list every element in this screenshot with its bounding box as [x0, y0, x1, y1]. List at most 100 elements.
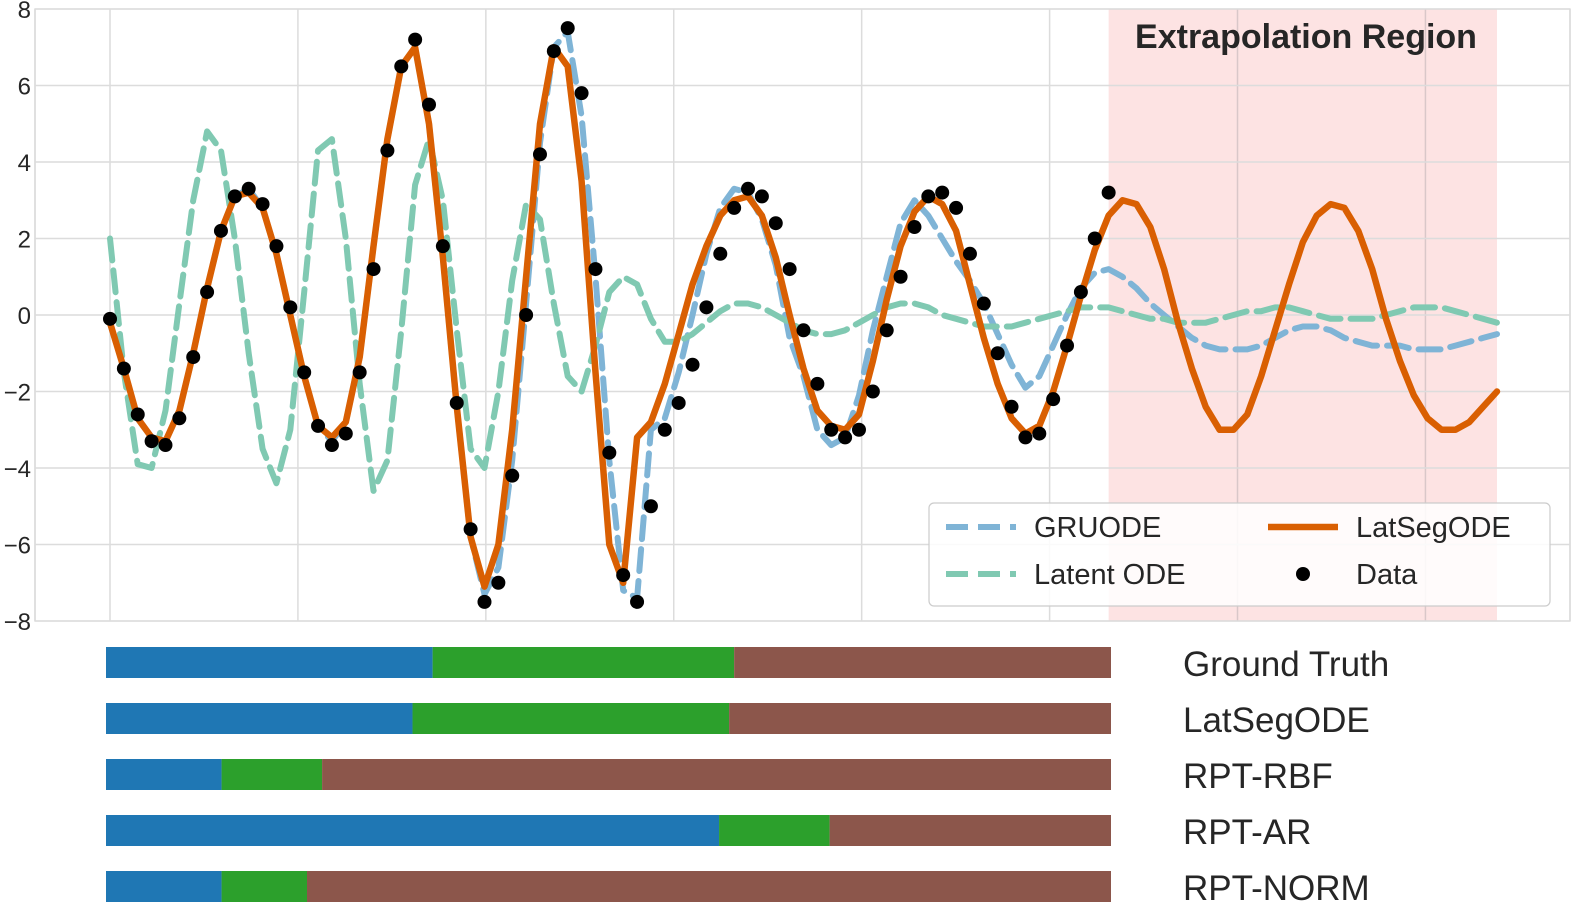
- legend-label: GRUODE: [1034, 512, 1161, 544]
- data-points: [103, 21, 1116, 609]
- data-point: [532, 147, 547, 162]
- data-point: [477, 594, 492, 609]
- y-tick-label: 8: [18, 0, 31, 24]
- segment-row-label: Ground Truth: [1183, 645, 1389, 684]
- data-point: [643, 499, 658, 514]
- y-tick-label: −8: [4, 609, 31, 636]
- data-point: [810, 376, 825, 391]
- data-point: [519, 308, 534, 322]
- segment-bar: [106, 647, 433, 678]
- data-point: [879, 323, 894, 338]
- segment-bar: [412, 703, 730, 734]
- data-point: [338, 426, 353, 441]
- segment-bar: [432, 647, 735, 678]
- segment-row-label: RPT-RBF: [1183, 757, 1333, 796]
- segment-bar: [106, 759, 222, 790]
- segment-bar: [729, 703, 1111, 734]
- data-point: [1004, 399, 1019, 414]
- segment-bar: [106, 815, 720, 846]
- segment-row-label: LatSegODE: [1183, 701, 1370, 740]
- legend-box: [928, 502, 1551, 607]
- data-point: [200, 285, 215, 300]
- segment-bar: [221, 759, 323, 790]
- data-point: [741, 181, 756, 196]
- data-point: [269, 239, 284, 254]
- y-tick-label: 0: [18, 303, 31, 330]
- data-point: [935, 185, 950, 200]
- data-point: [1018, 430, 1033, 445]
- extrapolation-region-label: Extrapolation Region: [1135, 18, 1477, 56]
- data-point: [130, 407, 145, 422]
- data-point: [754, 189, 769, 204]
- data-point: [491, 575, 506, 590]
- data-point: [255, 197, 270, 212]
- data-point: [768, 216, 783, 231]
- segment-bar: [829, 815, 1111, 846]
- data-point: [1046, 392, 1061, 407]
- data-point: [186, 350, 201, 365]
- legend-label: LatSegODE: [1356, 512, 1511, 544]
- data-point: [990, 346, 1005, 361]
- data-point: [158, 438, 173, 453]
- data-point: [699, 300, 714, 315]
- data-point: [1101, 185, 1116, 200]
- data-point: [560, 21, 575, 36]
- y-tick-label: −4: [4, 456, 31, 483]
- segment-bar: [322, 759, 1111, 790]
- data-point: [394, 59, 409, 74]
- segment-bar: [307, 871, 1111, 902]
- data-point: [657, 422, 672, 437]
- data-point: [713, 246, 728, 261]
- data-point: [588, 262, 603, 277]
- data-point: [546, 44, 561, 59]
- segmentation-bars: Ground Truth LatSegODE RPT-RBF RPT-AR RPT-NO…: [106, 645, 1389, 908]
- data-point: [976, 296, 991, 311]
- y-tick-label: −6: [4, 533, 31, 560]
- data-point: [283, 300, 298, 315]
- data-point: [1073, 285, 1088, 300]
- data-point: [782, 262, 797, 277]
- data-point: [103, 311, 117, 326]
- segment-row-label: RPT-AR: [1183, 813, 1311, 852]
- data-point: [213, 223, 228, 238]
- data-point: [838, 430, 853, 445]
- y-tick-label: 2: [18, 227, 31, 254]
- data-point: [1032, 426, 1047, 441]
- data-point: [241, 181, 256, 196]
- segment-bar: [106, 871, 222, 902]
- data-point: [907, 220, 922, 235]
- data-point: [380, 143, 395, 158]
- data-point: [616, 568, 631, 583]
- y-tick-label: 4: [18, 150, 31, 177]
- data-point: [602, 445, 617, 460]
- data-point: [630, 594, 645, 609]
- data-point: [962, 246, 977, 261]
- data-point: [851, 422, 866, 437]
- data-point: [408, 32, 423, 47]
- data-point: [463, 522, 478, 537]
- data-point: [921, 189, 936, 204]
- data-point: [865, 384, 880, 399]
- data-point: [671, 395, 686, 410]
- segment-bar: [734, 647, 1111, 678]
- data-point: [297, 365, 312, 380]
- data-point: [893, 269, 908, 284]
- data-point: [1060, 338, 1075, 353]
- data-point: [796, 323, 811, 338]
- data-point: [116, 361, 131, 376]
- data-point: [144, 434, 159, 449]
- data-point: [366, 262, 381, 277]
- legend: GRUODE LatSegODE Latent ODE Data: [928, 502, 1551, 607]
- y-tick-label: 6: [18, 74, 31, 101]
- segment-bar: [221, 871, 307, 902]
- legend-label: Data: [1356, 559, 1418, 591]
- legend-label: Latent ODE: [1034, 559, 1186, 591]
- data-point: [227, 189, 242, 204]
- data-point: [824, 422, 839, 437]
- data-point: [1087, 231, 1102, 246]
- data-point: [311, 418, 326, 433]
- data-point: [949, 200, 964, 215]
- latsegode-line: [106, 44, 1501, 590]
- data-point: [172, 411, 187, 426]
